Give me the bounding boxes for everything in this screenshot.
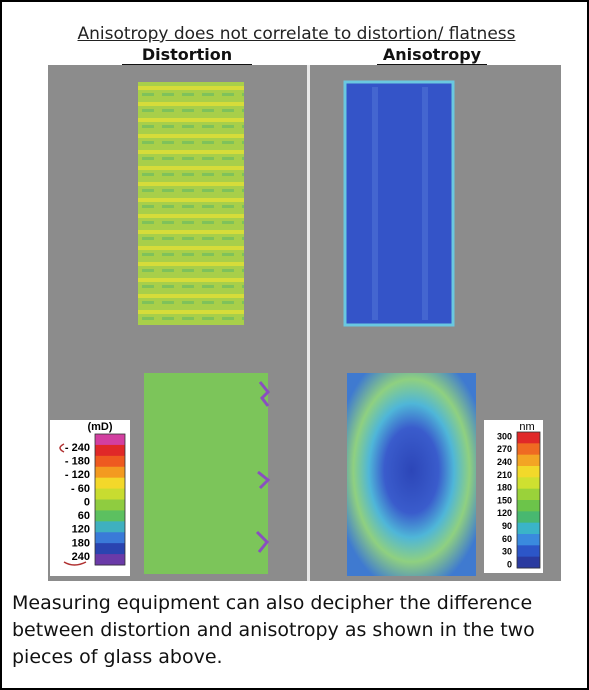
- color-swatch: [95, 478, 125, 489]
- color-swatch: [95, 467, 125, 478]
- glass-distortion-bottom: [144, 373, 268, 574]
- legend-label: 180: [497, 483, 512, 493]
- caption: Measuring equipment can also decipher th…: [12, 590, 572, 671]
- color-swatch: [517, 545, 540, 557]
- color-swatch: [95, 434, 125, 445]
- color-swatch: [517, 443, 540, 455]
- glass-anisotropy-bottom: [347, 373, 476, 576]
- color-swatch: [95, 532, 125, 543]
- legend-unit: (mD): [87, 421, 112, 433]
- color-swatch: [517, 511, 540, 523]
- color-swatch: [517, 466, 540, 478]
- color-swatch: [95, 510, 125, 521]
- color-swatch: [517, 489, 540, 501]
- legend-unit: nm: [519, 421, 534, 433]
- color-swatch: [517, 455, 540, 467]
- legend-label: 150: [497, 495, 512, 505]
- color-swatch: [517, 523, 540, 535]
- legend-label: - 120: [65, 469, 90, 481]
- divider: [307, 65, 310, 581]
- legend-label: 120: [497, 508, 512, 518]
- color-swatch: [517, 500, 540, 512]
- stripe: [422, 87, 428, 320]
- legend-label: 180: [72, 537, 90, 549]
- legend-label: 300: [497, 431, 512, 441]
- color-swatch: [517, 477, 540, 489]
- color-swatch: [95, 500, 125, 511]
- legend-label: - 180: [65, 456, 90, 468]
- color-swatch: [517, 557, 540, 569]
- legend-label: 60: [78, 510, 90, 522]
- glass-anisotropy-top: [345, 82, 453, 325]
- figure: (mD) nm - 240- 180- 120- 600601201802403…: [2, 2, 587, 688]
- legend-label: 60: [502, 534, 512, 544]
- legend-label: 30: [502, 547, 512, 557]
- legend-label: 0: [84, 496, 90, 508]
- stripe: [372, 87, 378, 320]
- color-swatch: [95, 521, 125, 532]
- legend-label: - 60: [71, 483, 90, 495]
- legend-label: 0: [507, 559, 512, 569]
- slide: Anisotropy does not correlate to distort…: [0, 0, 589, 690]
- legend-label: 210: [497, 470, 512, 480]
- color-swatch: [95, 445, 125, 456]
- color-swatch: [95, 543, 125, 554]
- legend-label: - 240: [65, 442, 90, 454]
- color-swatch: [95, 489, 125, 500]
- legend-label: 240: [72, 551, 90, 563]
- color-swatch: [517, 432, 540, 444]
- legend-label: 270: [497, 444, 512, 454]
- legend-label: 120: [72, 524, 90, 536]
- legend-label: 90: [502, 521, 512, 531]
- glass-distortion-top: [138, 82, 244, 325]
- legend-label: 240: [497, 457, 512, 467]
- color-swatch: [95, 456, 125, 467]
- color-swatch: [517, 534, 540, 546]
- color-swatch: [95, 554, 125, 565]
